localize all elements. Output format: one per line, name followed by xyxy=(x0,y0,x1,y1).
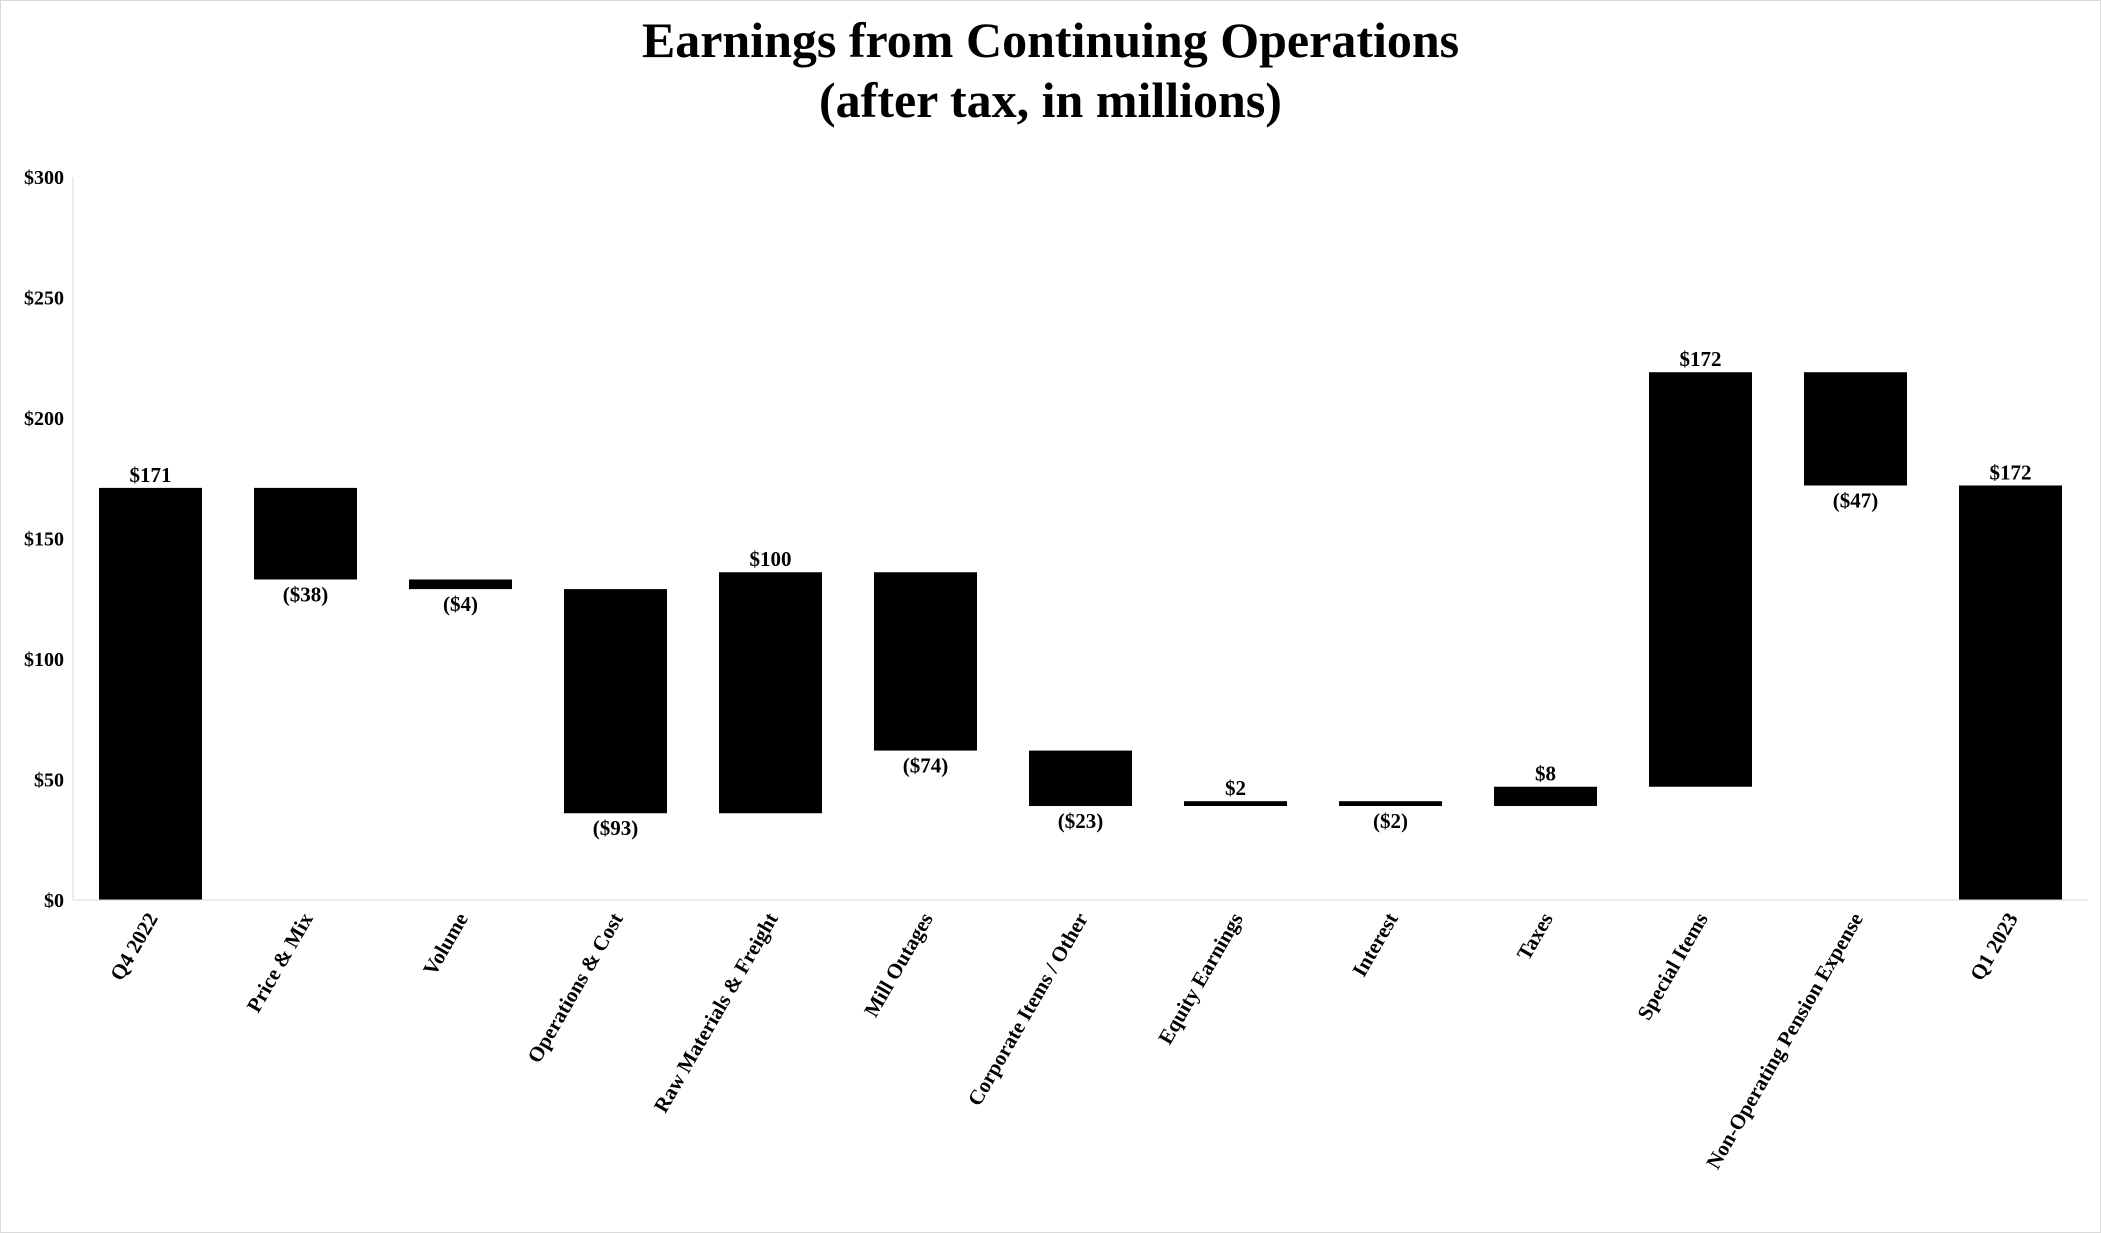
x-tick-label: Q4 2022 xyxy=(105,909,163,985)
data-label: $2 xyxy=(1225,776,1246,800)
x-tick-label: Non-Operating Pension Expense xyxy=(1701,909,1868,1174)
data-label: $171 xyxy=(130,463,172,487)
waterfall-bar xyxy=(1959,485,2062,900)
data-label: ($38) xyxy=(283,582,329,606)
data-label: ($74) xyxy=(903,754,949,778)
chart-title-main: Earnings from Continuing Operations xyxy=(641,12,1460,68)
x-tick-label: Corporate Items / Other xyxy=(963,909,1093,1110)
waterfall-bar xyxy=(564,589,667,814)
waterfall-bar xyxy=(1649,372,1752,787)
data-label: ($23) xyxy=(1058,809,1104,833)
data-labels: $171 ($38) ($4) ($93) $100 ($74) ($23) $2 ($2) $8… xyxy=(130,347,2032,840)
x-tick-label: Special Items xyxy=(1632,909,1713,1025)
y-tick-label: $0 xyxy=(44,890,64,912)
y-tick-label: $150 xyxy=(24,529,64,551)
waterfall-bar xyxy=(719,572,822,814)
y-tick-label: $250 xyxy=(24,288,64,310)
waterfall-bar xyxy=(874,572,977,751)
x-tick-label: Q1 2023 xyxy=(1965,909,2023,985)
x-tick-label: Mill Outages xyxy=(859,909,938,1022)
data-label: ($4) xyxy=(443,592,478,616)
data-label: $172 xyxy=(1990,460,2032,484)
bars xyxy=(99,372,2062,900)
x-tick-label: Raw Materials & Freight xyxy=(649,908,783,1116)
data-label: ($47) xyxy=(1833,488,1879,512)
x-tick-label: Volume xyxy=(418,909,473,980)
waterfall-bar xyxy=(1184,801,1287,807)
data-label: ($2) xyxy=(1373,809,1408,833)
y-tick-label: $200 xyxy=(24,408,64,430)
data-label: $100 xyxy=(750,547,792,571)
x-tick-label: Price & Mix xyxy=(242,908,318,1016)
data-label: $172 xyxy=(1680,347,1722,371)
data-label: $8 xyxy=(1535,762,1556,786)
chart-subtitle: (after tax, in millions) xyxy=(819,72,1282,128)
data-label: ($93) xyxy=(593,816,639,840)
waterfall-bar xyxy=(254,487,357,580)
chart-title: Earnings from Continuing Operations (aft… xyxy=(0,10,2101,130)
x-axis: Q4 2022 Price & Mix Volume Operations & Cos… xyxy=(73,899,2088,1174)
waterfall-bar xyxy=(1339,801,1442,807)
y-axis: $0 $50 $100 $150 $200 $250 $300 xyxy=(24,167,74,912)
y-tick-label: $100 xyxy=(24,649,64,671)
x-tick-label: Taxes xyxy=(1512,909,1558,965)
y-tick-label: $50 xyxy=(34,770,64,792)
waterfall-bar xyxy=(99,487,202,900)
x-tick-label: Equity Earnings xyxy=(1153,909,1248,1049)
waterfall-bar xyxy=(1029,750,1132,807)
waterfall-bar xyxy=(409,579,512,590)
x-tick-label: Operations & Cost xyxy=(522,909,627,1068)
waterfall-bar xyxy=(1494,786,1597,807)
y-tick-label: $300 xyxy=(24,167,64,189)
x-tick-label: Interest xyxy=(1347,908,1403,980)
waterfall-bar xyxy=(1804,372,1907,486)
